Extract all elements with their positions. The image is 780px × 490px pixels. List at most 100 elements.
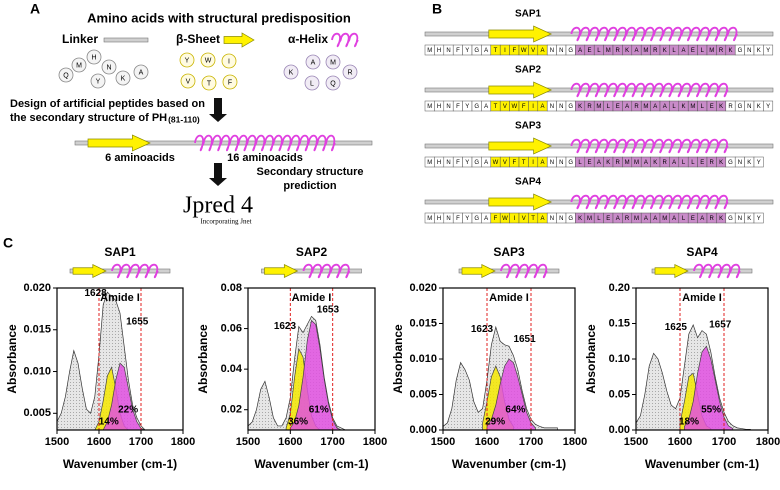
design-text: the secondary structure of PH bbox=[10, 112, 167, 124]
flow-arrow bbox=[209, 163, 227, 186]
residue-letter: M bbox=[427, 216, 432, 222]
residue-letter: L bbox=[682, 216, 686, 222]
sheet-arrow bbox=[488, 81, 553, 99]
x-axis-label: Wavenumber (cm-1) bbox=[645, 457, 759, 471]
residue-letter: K bbox=[757, 104, 761, 110]
design-range: (81-110) bbox=[168, 114, 200, 124]
residue-letter: F bbox=[456, 104, 460, 110]
residue-letter: M bbox=[634, 216, 639, 222]
residue-letter: K bbox=[747, 160, 751, 166]
sheet-arrow bbox=[654, 263, 689, 279]
sheet-arrow bbox=[72, 263, 107, 279]
x-axis-label: Wavenumber (cm-1) bbox=[452, 457, 566, 471]
share-label: 55% bbox=[701, 405, 721, 416]
x-tick-label: 1800 bbox=[171, 436, 195, 448]
y-tick-label: 0.015 bbox=[23, 324, 51, 336]
sheet-arrow bbox=[461, 263, 496, 279]
peak-label: 1625 bbox=[665, 322, 688, 333]
panel-label: C bbox=[3, 235, 13, 251]
chart-title: SAP3 bbox=[493, 245, 525, 259]
residue-letter: K bbox=[121, 75, 126, 82]
residue-letter: T bbox=[207, 80, 212, 87]
residue-letter: G bbox=[738, 104, 743, 110]
residue-letter: E bbox=[606, 216, 610, 222]
x-tick-label: 1700 bbox=[320, 436, 344, 448]
residue-letter: R bbox=[710, 160, 715, 166]
residue-letter: K bbox=[625, 48, 629, 54]
residue-letter: K bbox=[681, 104, 685, 110]
residue-letter: K bbox=[653, 160, 657, 166]
residue-letter: H bbox=[437, 216, 441, 222]
residue-box bbox=[753, 156, 764, 168]
sheet-arrow bbox=[87, 134, 151, 152]
sheet-arrow bbox=[488, 25, 553, 43]
share-label: 64% bbox=[505, 405, 525, 416]
residue-letter: W bbox=[521, 48, 527, 54]
linker-bar bbox=[74, 140, 373, 146]
residue-letter: Q bbox=[63, 72, 69, 79]
residue-letter: Y bbox=[96, 78, 101, 85]
residue-letter: N bbox=[747, 48, 751, 54]
y-tick-label: 0.20 bbox=[609, 282, 630, 294]
residue-letter: G bbox=[568, 48, 573, 54]
x-tick-label: 1600 bbox=[668, 436, 692, 448]
segment-label: 16 aminoacids bbox=[227, 152, 303, 164]
prediction-text: prediction bbox=[283, 180, 336, 192]
residue-letter: N bbox=[559, 48, 563, 54]
residue-circle bbox=[101, 59, 117, 75]
y-tick-label: 0.010 bbox=[23, 365, 51, 377]
residue-letter: N bbox=[550, 48, 554, 54]
residue-box bbox=[763, 100, 774, 112]
residue-letter: M bbox=[643, 104, 648, 110]
residue-letter: G bbox=[728, 216, 733, 222]
residue-letter: Y bbox=[185, 57, 190, 64]
peak-label: 1651 bbox=[513, 334, 536, 345]
residue-letter: A bbox=[700, 216, 704, 222]
residue-letter: Y bbox=[757, 216, 761, 222]
residue-letter: L bbox=[310, 80, 314, 87]
y-tick-label: 0.020 bbox=[409, 282, 437, 294]
share-label: 61% bbox=[309, 405, 329, 416]
residue-letter: A bbox=[672, 160, 676, 166]
peptide-name: SAP3 bbox=[515, 121, 542, 132]
sheet-arrow bbox=[488, 137, 553, 155]
plot-frame bbox=[442, 287, 576, 431]
share-label: 22% bbox=[118, 405, 138, 416]
residue-letter: M bbox=[662, 216, 667, 222]
residue-letter: A bbox=[540, 216, 544, 222]
residue-letter: N bbox=[738, 216, 742, 222]
residue-letter: E bbox=[691, 216, 695, 222]
residue-letter: K bbox=[747, 216, 751, 222]
residue-letter: A bbox=[540, 104, 544, 110]
plot-frame bbox=[247, 287, 376, 431]
residue-letter: N bbox=[446, 216, 450, 222]
residue-circle bbox=[115, 70, 131, 86]
component-band bbox=[289, 319, 342, 431]
share-label: 29% bbox=[485, 417, 505, 428]
residue-letter: M bbox=[643, 48, 648, 54]
residue-letter: Y bbox=[465, 216, 469, 222]
residue-letter: R bbox=[719, 48, 724, 54]
residue-letter: L bbox=[672, 104, 676, 110]
residue-letter: H bbox=[91, 54, 96, 61]
group-name: Linker bbox=[62, 32, 98, 46]
residue-circle bbox=[325, 54, 341, 70]
residue-letter: R bbox=[587, 104, 592, 110]
helix-coil bbox=[570, 194, 729, 210]
peptide-name: SAP4 bbox=[515, 177, 542, 188]
sheet-arrow bbox=[488, 193, 553, 211]
residue-letter: Y bbox=[766, 48, 770, 54]
residue-letter: K bbox=[606, 160, 610, 166]
x-tick-label: 1500 bbox=[236, 436, 260, 448]
helix-coil bbox=[500, 263, 548, 279]
residue-letter: A bbox=[644, 160, 648, 166]
linker-bar bbox=[103, 37, 149, 43]
residue-letter: F bbox=[512, 48, 516, 54]
residue-letter: L bbox=[691, 160, 695, 166]
residue-letter: R bbox=[616, 160, 621, 166]
residue-letter: A bbox=[540, 160, 544, 166]
residue-letter: T bbox=[494, 48, 498, 54]
residue-circle bbox=[180, 73, 196, 89]
residue-circle bbox=[342, 64, 358, 80]
residue-letter: K bbox=[728, 48, 732, 54]
